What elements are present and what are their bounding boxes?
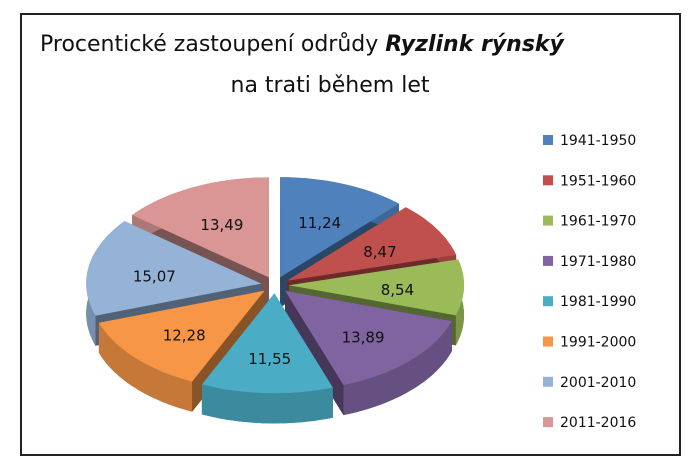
legend-label: 1961-1970 xyxy=(560,214,636,230)
slice-rim xyxy=(343,321,452,416)
legend-swatch xyxy=(543,135,553,145)
chart-title-line2: na trati během let xyxy=(231,73,430,98)
slice-top xyxy=(132,177,269,278)
slice-top xyxy=(98,290,265,382)
chart-title: Procentické zastoupení odrůdy Ryzlink rýn… xyxy=(40,32,566,57)
pie-slice xyxy=(98,290,265,412)
data-label: 11,55 xyxy=(248,350,291,368)
slice-top xyxy=(86,221,262,316)
data-label: 12,28 xyxy=(163,327,206,345)
slice-top xyxy=(287,207,457,281)
slice-top xyxy=(201,293,333,394)
legend-label: 2001-2010 xyxy=(560,375,636,391)
legend-label: 1951-1960 xyxy=(560,173,636,189)
data-label: 8,54 xyxy=(381,281,414,299)
data-label: 8,47 xyxy=(363,243,396,261)
slice-rim xyxy=(201,384,333,424)
legend-label: 2011-2016 xyxy=(560,415,636,431)
legend-swatch xyxy=(543,376,553,387)
legend-label: 1971-1980 xyxy=(560,254,636,270)
legend-label: 1991-2000 xyxy=(560,335,636,351)
legend-swatch xyxy=(543,296,553,307)
data-label: 15,07 xyxy=(133,267,176,285)
data-label: 13,49 xyxy=(200,216,243,234)
slice-top xyxy=(285,290,452,386)
legend-swatch xyxy=(543,336,553,347)
slice-top xyxy=(280,177,399,278)
legend-swatch xyxy=(543,215,553,226)
legend-swatch xyxy=(543,175,553,186)
title-text: Procentické zastoupení odrůdy xyxy=(40,32,378,57)
slice-rim xyxy=(98,322,193,412)
slice-top xyxy=(289,259,464,316)
legend-swatch xyxy=(543,255,553,266)
pie-slice xyxy=(201,293,333,424)
title-emphasis: Ryzlink rýnský xyxy=(385,32,565,57)
legend-label: 1981-1990 xyxy=(560,294,636,310)
legend-swatch xyxy=(543,417,553,428)
legend-label: 1941-1950 xyxy=(560,133,636,149)
data-label: 11,24 xyxy=(298,214,341,232)
data-label: 13,89 xyxy=(342,328,385,346)
